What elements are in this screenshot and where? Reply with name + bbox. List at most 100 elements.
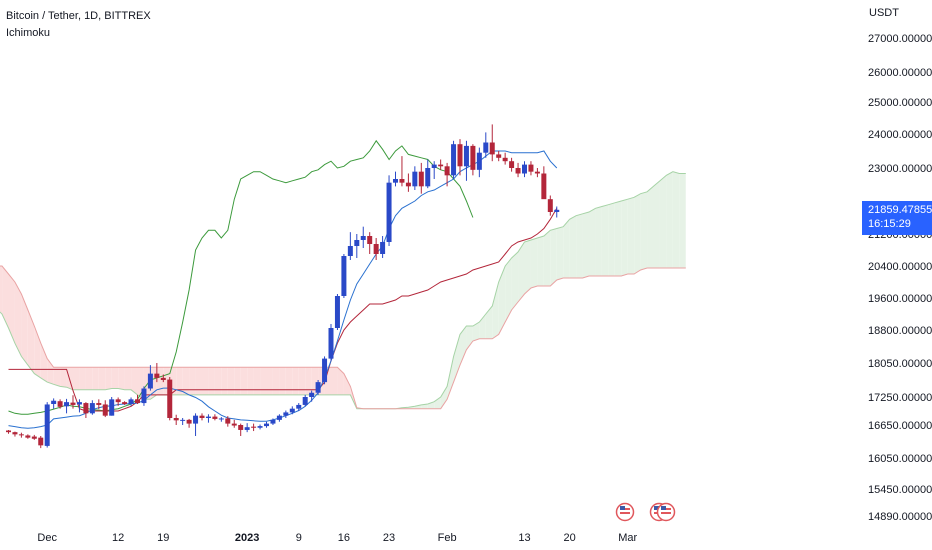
time-axis-label: 19	[157, 532, 169, 544]
candle-body	[373, 244, 379, 254]
cloud-segment	[40, 343, 48, 383]
cloud-segment	[92, 367, 99, 390]
candle-body	[193, 415, 199, 424]
cloud-segment	[543, 230, 551, 286]
bar-countdown: 16:15:29	[868, 218, 911, 230]
cloud-segment	[21, 294, 28, 366]
price-axis-label: 23000.00000	[868, 163, 932, 175]
cloud-segment	[118, 367, 125, 390]
cloud-segment	[131, 367, 138, 395]
candle-body	[380, 242, 386, 254]
indicator-legend[interactable]: Ichimoku	[6, 27, 51, 39]
cloud-segment	[440, 386, 448, 409]
cloud-segment	[227, 367, 235, 395]
candle-body	[289, 408, 295, 413]
time-axis-label: 13	[518, 532, 530, 544]
cloud-segment	[582, 212, 589, 278]
candle-body	[399, 179, 405, 183]
us-flag-event-icon	[656, 502, 676, 522]
candle-body	[128, 399, 134, 404]
candle-body	[167, 379, 173, 418]
candle-body	[502, 157, 508, 162]
cloud-segment	[679, 173, 686, 268]
cloud-segment	[195, 367, 202, 395]
cloud-segment	[601, 204, 609, 276]
flag-stripe	[620, 512, 630, 514]
cloud-segment	[498, 266, 506, 335]
cloud-segment	[240, 367, 248, 395]
cloud-segment	[272, 367, 280, 395]
cloud-segment	[298, 367, 306, 395]
cloud-segment	[434, 397, 441, 409]
candle-body	[154, 373, 160, 378]
cloud-segment	[285, 367, 293, 395]
time-axis[interactable]: Dec 12 19 2023 9 16 23 Feb 13 20 Mar	[37, 532, 637, 544]
cloud-segment	[550, 228, 557, 286]
cloud-segment	[214, 367, 222, 395]
price-axis[interactable]: USDT 27000.00000 26000.00000 25000.00000 24…	[868, 7, 932, 523]
cloud-segment	[14, 282, 22, 357]
cloud-segment	[85, 367, 93, 390]
cloud-segment	[27, 310, 35, 374]
cloud-segment	[627, 197, 635, 274]
candle-body	[276, 415, 282, 420]
price-axis-label: 26000.00000	[868, 67, 932, 79]
time-axis-label: Dec	[37, 532, 57, 544]
time-axis-label: Mar	[618, 532, 637, 544]
candle-body	[160, 377, 166, 380]
leading-span-a-line	[0, 171, 686, 410]
candle-body	[541, 173, 547, 200]
candle-body	[309, 392, 315, 397]
candle-body	[270, 419, 276, 424]
cloud-segment	[556, 226, 564, 280]
cloud-segment	[98, 367, 106, 390]
cloud-segment	[589, 208, 596, 276]
cloud-segment	[537, 236, 544, 286]
cloud-segment	[447, 356, 454, 400]
time-axis-label: 23	[383, 532, 395, 544]
candle-body	[347, 246, 353, 256]
candle-body	[102, 404, 108, 416]
price-axis-label: 18800.00000	[868, 325, 932, 337]
candlesticks	[6, 124, 560, 449]
time-axis-label: 12	[112, 532, 124, 544]
cloud-segment	[485, 306, 493, 339]
time-axis-label: 9	[296, 532, 302, 544]
ichimoku-cloud	[0, 171, 686, 410]
price-axis-label: 15450.00000	[868, 484, 932, 496]
cloud-segment	[208, 367, 215, 395]
price-axis-label: 24000.00000	[868, 129, 932, 141]
candle-body	[218, 418, 224, 420]
candle-body	[76, 402, 82, 405]
candle-body	[367, 236, 373, 244]
candle-body	[238, 425, 244, 430]
cloud-segment	[279, 367, 286, 395]
candle-body	[70, 402, 76, 405]
price-axis-label: 16650.00000	[868, 420, 932, 432]
candle-body	[328, 328, 334, 359]
cloud-segment	[453, 334, 460, 383]
candle-body	[528, 164, 534, 172]
candle-body	[315, 382, 321, 393]
cloud-segment	[414, 404, 422, 409]
cloud-segment	[472, 322, 480, 341]
candle-body	[12, 432, 18, 435]
cloud-segment	[189, 367, 196, 395]
cloud-segment	[666, 171, 673, 268]
candle-body	[57, 401, 63, 407]
candle-body	[405, 182, 411, 187]
cloud-segment	[202, 367, 209, 395]
cloud-segment	[647, 186, 654, 268]
candle-body	[438, 164, 444, 167]
candle-body	[6, 430, 11, 433]
cloud-segment	[524, 240, 531, 294]
cloud-segment	[518, 242, 525, 302]
cloud-segment	[247, 367, 254, 395]
price-axis-currency: USDT	[869, 7, 899, 19]
cloud-segment	[8, 274, 15, 344]
candle-body	[483, 142, 489, 153]
symbol-legend[interactable]: Bitcoin / Tether, 1D, BITTREX	[6, 10, 151, 22]
candle-body	[83, 403, 89, 414]
candle-body	[547, 199, 553, 212]
